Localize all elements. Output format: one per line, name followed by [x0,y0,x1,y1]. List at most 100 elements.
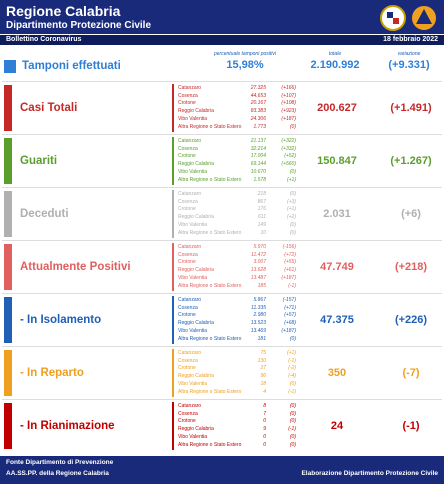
region-name: Reggio Calabria [178,267,214,274]
region-table: Catanzaro 75 (+1) Cosenza 130 (-1) Crotone 27 (-… [172,349,302,397]
region-change: (0) [289,380,296,387]
region-value: 3.007 [253,259,266,266]
region-table: Catanzaro 8 (0) Cosenza 7 (0) Crotone 0 (0) Reggi… [172,402,302,450]
section-total: 2.031 [323,208,351,220]
region-value: 185 [257,282,266,289]
region-change: (0) [289,191,296,197]
region-name: Altra Regione o Stato Estero [178,441,242,448]
region-name: Crotone [178,206,196,213]
region-value: 17.004 [250,153,266,160]
logos [380,5,436,31]
region-change: (+2) [286,214,296,221]
region-name: Crotone [178,365,196,372]
region-name: Cosenza [178,92,198,99]
section-change: (+218) [394,261,428,273]
region-name: Cosenza [178,304,198,311]
region-name: Vibo Valentia [178,168,208,175]
sub-bar: Bollettino Coronavirus 18 febbraio 2022 [0,34,444,45]
region-name: Vibo Valentia [178,221,208,228]
region-change: (-1) [288,388,296,395]
region-name: Cosenza [178,357,198,364]
region-change: (+68) [284,320,296,327]
section-title: Guariti [20,155,58,167]
region-change: (0) [289,441,296,448]
region-value: 181 [257,335,266,342]
region-name: Cosenza [178,145,198,152]
source: AA.SS.PP. della Regione Calabria [6,470,109,477]
region-change: (+187) [281,327,296,334]
region-change: (+1) [286,350,296,356]
region-value: 2.980 [253,312,266,319]
region-value: 218 [257,191,266,197]
section: Deceduti Catanzaro 218 (0) Cosenza 867 (+3) Cro… [2,187,442,240]
region-name: Vibo Valentia [178,327,208,334]
region-table: Catanzaro 21.137 (+322) Cosenza 32.214 (+332)… [172,137,302,185]
region-name: Catanzaro [178,244,202,250]
subtitle: Dipartimento Protezione Civile [6,20,152,31]
region-value: 867 [257,198,266,205]
region-value: 5.970 [253,244,266,250]
region-name: Vibo Valentia [178,115,208,122]
region-name: Reggio Calabria [178,108,214,115]
region-change: (+1) [286,176,296,183]
section-change: (+1.267) [390,155,432,167]
section-title: Attualmente Positivi [20,261,131,273]
region-change: (-157) [282,297,296,303]
region-name: Catanzaro [178,297,202,303]
region-table: Catanzaro 5.970 (-156) Cosenza 11.472 (+72) Cr… [172,243,302,291]
region-name: Cosenza [178,410,198,417]
date: 18 febbraio 2022 [383,36,438,43]
region-change: (-4) [288,373,296,380]
section-change: (+6) [401,208,421,220]
region-change: (+71) [284,304,296,311]
section-bar [4,85,12,131]
region-change: (0) [289,410,296,417]
region-value: 0 [263,433,266,440]
region-change: (0) [289,221,296,228]
region-name: Catanzaro [178,403,202,409]
region-value: 11.472 [251,251,266,258]
section-title: - In Reparto [20,367,84,379]
percent-label: percentuale tamponi positivi [214,51,276,57]
region-change: (+3) [286,198,296,205]
region-value: 0 [263,418,266,425]
region-value: 21.137 [250,138,266,144]
tamponi-label: Tamponi effettuati [22,60,121,72]
region-value: 32.214 [250,145,266,152]
region-value: 0 [263,441,266,448]
region-change: (+57) [284,312,296,319]
region-value: 11.335 [251,304,266,311]
header: Regione Calabria Dipartimento Protezione… [0,0,444,34]
region-name: Catanzaro [178,138,202,144]
region-value: 27.325 [250,85,266,91]
region-value: 7 [263,410,266,417]
region-name: Cosenza [178,251,198,258]
region-name: Altra Regione o Stato Estero [178,176,242,183]
region-name: Crotone [178,418,196,425]
section-bar [4,297,12,343]
region-change: (+108) [281,100,296,107]
region-value: 13.469 [250,327,266,334]
region-change: (+72) [284,251,296,258]
source: Fonte Dipartimento di Prevenzione [6,459,114,466]
total: 2.190.992 [310,59,360,71]
section-bar [4,191,12,237]
region-value: 13.487 [250,274,266,281]
region-change: (-2) [288,365,296,372]
region-change: (-1) [288,426,296,433]
section-bar [4,244,12,290]
region-change: (0) [289,433,296,440]
section-total: 47.375 [320,314,354,326]
region-value: 10 [260,229,266,236]
region-value: 44.653 [250,92,266,99]
region-name: Cosenza [178,198,198,205]
percent: 15,98% [226,59,264,71]
region-table: Catanzaro 27.325 (+166) Cosenza 44.653 (+107)… [172,84,302,132]
section-total: 47.749 [320,261,354,273]
region-value: 4 [263,388,266,395]
region-name: Crotone [178,259,196,266]
footer: Fonte Dipartimento di Prevenzione AA.SS.… [0,456,444,484]
region-change: (0) [289,168,296,175]
region-change: (+923) [281,108,296,115]
